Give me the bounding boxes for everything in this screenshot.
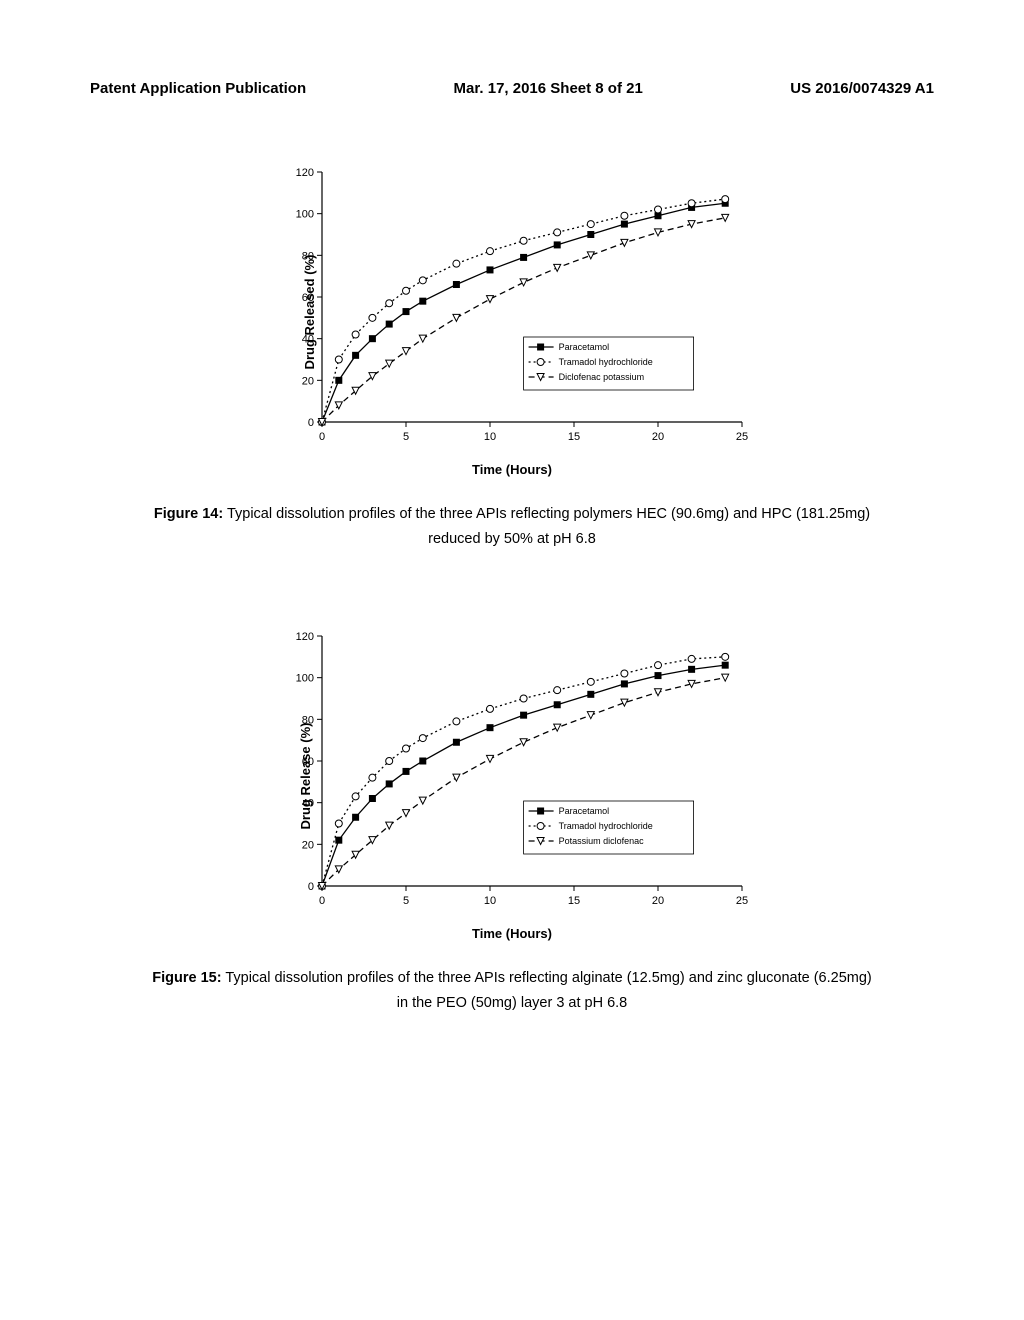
svg-text:120: 120 xyxy=(296,167,314,179)
svg-text:5: 5 xyxy=(403,431,409,443)
svg-text:10: 10 xyxy=(484,895,496,907)
figure-15-caption: Figure 15: Typical dissolution profiles … xyxy=(152,966,872,1015)
header-right: US 2016/0074329 A1 xyxy=(790,80,934,97)
svg-text:120: 120 xyxy=(296,631,314,643)
svg-text:20: 20 xyxy=(652,431,664,443)
svg-text:20: 20 xyxy=(302,840,314,852)
svg-text:20: 20 xyxy=(302,375,314,387)
chart-15-ylabel: Drug Release (%) xyxy=(298,723,313,830)
figure-14-label: Figure 14: xyxy=(154,506,223,522)
chart-14-svg: 0204060801001200510152025ParacetamolTram… xyxy=(262,157,762,467)
svg-text:25: 25 xyxy=(736,431,748,443)
svg-text:0: 0 xyxy=(319,431,325,443)
svg-text:Paracetamol: Paracetamol xyxy=(559,342,610,352)
figure-15-text: Typical dissolution profiles of the thre… xyxy=(225,970,871,1011)
svg-text:Potassium diclofenac: Potassium diclofenac xyxy=(559,836,645,846)
header-left: Patent Application Publication xyxy=(90,80,306,97)
svg-text:100: 100 xyxy=(296,209,314,221)
svg-text:Tramadol hydrochloride: Tramadol hydrochloride xyxy=(559,821,653,831)
page-header: Patent Application Publication Mar. 17, … xyxy=(0,0,1024,97)
svg-text:10: 10 xyxy=(484,431,496,443)
figure-15-label: Figure 15: xyxy=(152,970,221,986)
header-center: Mar. 17, 2016 Sheet 8 of 21 xyxy=(454,80,643,97)
svg-text:Diclofenac potassium: Diclofenac potassium xyxy=(559,372,645,382)
svg-text:Tramadol hydrochloride: Tramadol hydrochloride xyxy=(559,357,653,367)
chart-15-xlabel: Time (Hours) xyxy=(472,926,552,941)
svg-text:0: 0 xyxy=(308,881,314,893)
chart-14-ylabel: Drug Released (%) xyxy=(302,255,317,370)
svg-text:100: 100 xyxy=(296,673,314,685)
figure-14-text: Typical dissolution profiles of the thre… xyxy=(227,506,870,547)
svg-text:Paracetamol: Paracetamol xyxy=(559,806,610,816)
svg-text:0: 0 xyxy=(319,895,325,907)
chart-14-xlabel: Time (Hours) xyxy=(472,462,552,477)
svg-text:15: 15 xyxy=(568,431,580,443)
chart-14: 0204060801001200510152025ParacetamolTram… xyxy=(262,157,762,467)
svg-text:20: 20 xyxy=(652,895,664,907)
figure-14-caption: Figure 14: Typical dissolution profiles … xyxy=(152,502,872,551)
svg-text:25: 25 xyxy=(736,895,748,907)
svg-text:0: 0 xyxy=(308,417,314,429)
svg-text:15: 15 xyxy=(568,895,580,907)
chart-15-svg: 0204060801001200510152025ParacetamolTram… xyxy=(262,621,762,931)
svg-text:5: 5 xyxy=(403,895,409,907)
chart-15: 0204060801001200510152025ParacetamolTram… xyxy=(262,621,762,931)
